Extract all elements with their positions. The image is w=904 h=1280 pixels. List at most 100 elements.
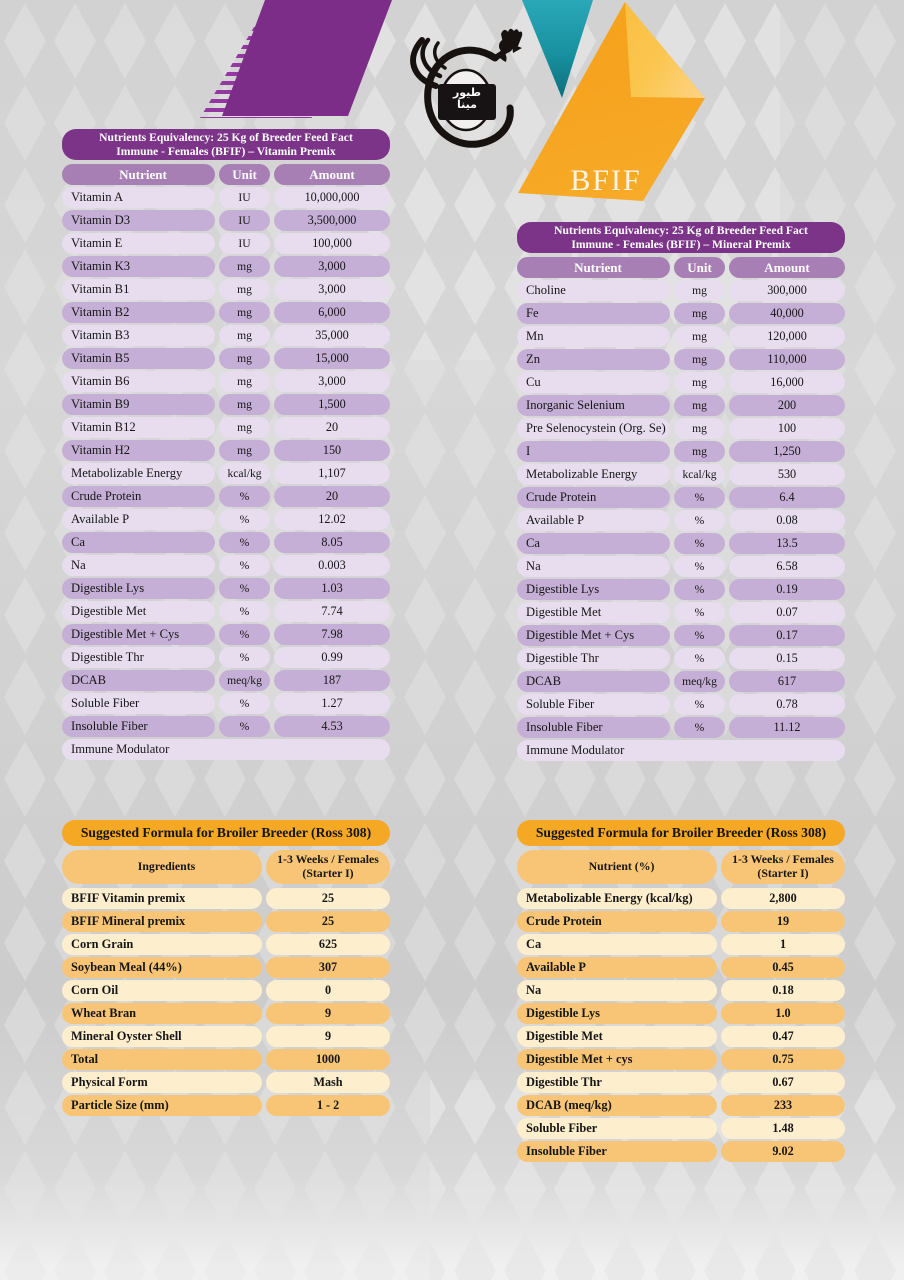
label-cell: Total bbox=[62, 1049, 262, 1070]
label-cell: Digestible Met bbox=[517, 1026, 717, 1047]
unit-cell: % bbox=[219, 555, 270, 577]
immune-modulator-row: Immune Modulator bbox=[62, 739, 390, 761]
table-row: Insoluble Fiber% 11.12 bbox=[517, 717, 845, 739]
nutrient-cell: Vitamin E bbox=[62, 233, 215, 255]
unit-cell: % bbox=[674, 510, 725, 532]
nutrient-cell: Vitamin B2 bbox=[62, 302, 215, 324]
label-cell: DCAB (meq/kg) bbox=[517, 1095, 717, 1116]
table-row: Vitamin B2 mg 6,000 bbox=[62, 302, 390, 324]
table-title: Nutrients Equivalency: 25 Kg of Breeder … bbox=[62, 129, 390, 161]
nutrient-cell: Vitamin A bbox=[62, 187, 215, 209]
purple-parallelogram-decoration bbox=[222, 0, 392, 116]
amount-cell: 12.02 bbox=[274, 509, 390, 531]
unit-cell: mg bbox=[219, 417, 270, 439]
amount-cell: 16,000 bbox=[729, 372, 845, 394]
table-row: Crude Protein 19 bbox=[517, 911, 845, 932]
unit-cell: % bbox=[674, 625, 725, 647]
nutrient-cell: Digestible Met bbox=[62, 601, 215, 623]
unit-cell: % bbox=[674, 648, 725, 670]
value-cell: 19 bbox=[721, 911, 845, 932]
nutrient-cell: Pre Selenocystein (Org. Se) bbox=[517, 418, 670, 440]
unit-header: Unit bbox=[674, 257, 725, 279]
label-cell: Metabolizable Energy (kcal/kg) bbox=[517, 888, 717, 909]
orange-diamond-fold-decoration bbox=[625, 2, 705, 98]
rooster-logo: طيور مينا bbox=[398, 24, 534, 170]
nutrient-cell: Crude Protein bbox=[62, 486, 215, 508]
amount-cell: 617 bbox=[729, 671, 845, 693]
label-cell: Particle Size (mm) bbox=[62, 1095, 262, 1116]
table-row: Ca 1 bbox=[517, 934, 845, 955]
nutrient-cell: Na bbox=[62, 555, 215, 577]
table-row: Vitamin B6 mg 3,000 bbox=[62, 371, 390, 393]
amount-cell: 1.27 bbox=[274, 693, 390, 715]
unit-cell: % bbox=[674, 602, 725, 624]
amount-cell: 20 bbox=[274, 417, 390, 439]
unit-cell: mg bbox=[674, 326, 725, 348]
nutrient-cell: Vitamin D3 bbox=[62, 210, 215, 232]
amount-cell: 3,500,000 bbox=[274, 210, 390, 232]
table-row: DCAB meq/kg 617 bbox=[517, 671, 845, 693]
nutrient-cell: Na bbox=[517, 556, 670, 578]
nutrient-cell: DCAB bbox=[517, 671, 670, 693]
unit-cell: % bbox=[219, 716, 270, 738]
table-row: Digestible Lys% 0.19 bbox=[517, 579, 845, 601]
nutrient-cell: Vitamin B1 bbox=[62, 279, 215, 301]
label-cell: Soybean Meal (44%) bbox=[62, 957, 262, 978]
table-row: Digestible Met + cys 0.75 bbox=[517, 1049, 845, 1070]
table-row: Choline mg 300,000 bbox=[517, 280, 845, 302]
table-row: DCAB meq/kg 187 bbox=[62, 670, 390, 692]
unit-cell: mg bbox=[219, 325, 270, 347]
label-cell: Soluble Fiber bbox=[517, 1118, 717, 1139]
value-cell: 25 bbox=[266, 888, 390, 909]
unit-cell: mg bbox=[674, 303, 725, 325]
label-cell: Physical Form bbox=[62, 1072, 262, 1093]
nutrient-cell: Insoluble Fiber bbox=[517, 717, 670, 739]
nutrient-cell: Vitamin K3 bbox=[62, 256, 215, 278]
table-row: Digestible Lys 1.0 bbox=[517, 1003, 845, 1024]
table-row: Crude Protein% 20 bbox=[62, 486, 390, 508]
weeks-header: 1-3 Weeks / Females (Starter I) bbox=[721, 850, 845, 884]
unit-cell: mg bbox=[674, 395, 725, 417]
table-row: Digestible Thr% 0.15 bbox=[517, 648, 845, 670]
table-title: Nutrients Equivalency: 25 Kg of Breeder … bbox=[517, 222, 845, 254]
table-header-row: Nutrient Unit Amount bbox=[517, 257, 845, 279]
nutrient-cell: Choline bbox=[517, 280, 670, 302]
formula-ingredients-table: Suggested Formula for Broiler Breeder (R… bbox=[62, 820, 390, 1118]
label-cell: Digestible Lys bbox=[517, 1003, 717, 1024]
value-cell: 233 bbox=[721, 1095, 845, 1116]
label-cell: BFIF Mineral premix bbox=[62, 911, 262, 932]
unit-cell: mg bbox=[674, 280, 725, 302]
table-row: Digestible Met 0.47 bbox=[517, 1026, 845, 1047]
table-row: Digestible Thr 0.67 bbox=[517, 1072, 845, 1093]
unit-cell: % bbox=[219, 486, 270, 508]
value-cell: 0.47 bbox=[721, 1026, 845, 1047]
unit-cell: IU bbox=[219, 187, 270, 209]
amount-cell: 7.74 bbox=[274, 601, 390, 623]
amount-cell: 0.19 bbox=[729, 579, 845, 601]
table-row: Zn mg 110,000 bbox=[517, 349, 845, 371]
label-cell: Ca bbox=[517, 934, 717, 955]
nutrient-cell: Metabolizable Energy bbox=[517, 464, 670, 486]
unit-cell: % bbox=[219, 509, 270, 531]
label-cell: Crude Protein bbox=[517, 911, 717, 932]
table-row: Vitamin H2 mg 150 bbox=[62, 440, 390, 462]
unit-cell: IU bbox=[219, 210, 270, 232]
table-row: Metabolizable Energy (kcal/kg) 2,800 bbox=[517, 888, 845, 909]
label-cell: Corn Grain bbox=[62, 934, 262, 955]
table-row: Na% 0.003 bbox=[62, 555, 390, 577]
table-row: Insoluble Fiber% 4.53 bbox=[62, 716, 390, 738]
nutrient-cell: Available P bbox=[517, 510, 670, 532]
table-row: Vitamin B9 mg 1,500 bbox=[62, 394, 390, 416]
label-cell: Insoluble Fiber bbox=[517, 1141, 717, 1162]
amount-cell: 10,000,000 bbox=[274, 187, 390, 209]
amount-cell: 1.03 bbox=[274, 578, 390, 600]
table-row: Vitamin B1 mg 3,000 bbox=[62, 279, 390, 301]
value-cell: 1.0 bbox=[721, 1003, 845, 1024]
label-cell: Corn Oil bbox=[62, 980, 262, 1001]
table-row: Ca% 13.5 bbox=[517, 533, 845, 555]
value-cell: Mash bbox=[266, 1072, 390, 1093]
nutrient-cell: Ca bbox=[517, 533, 670, 555]
table-row: Digestible Met% 0.07 bbox=[517, 602, 845, 624]
nutrient-header: Nutrient bbox=[62, 164, 215, 186]
